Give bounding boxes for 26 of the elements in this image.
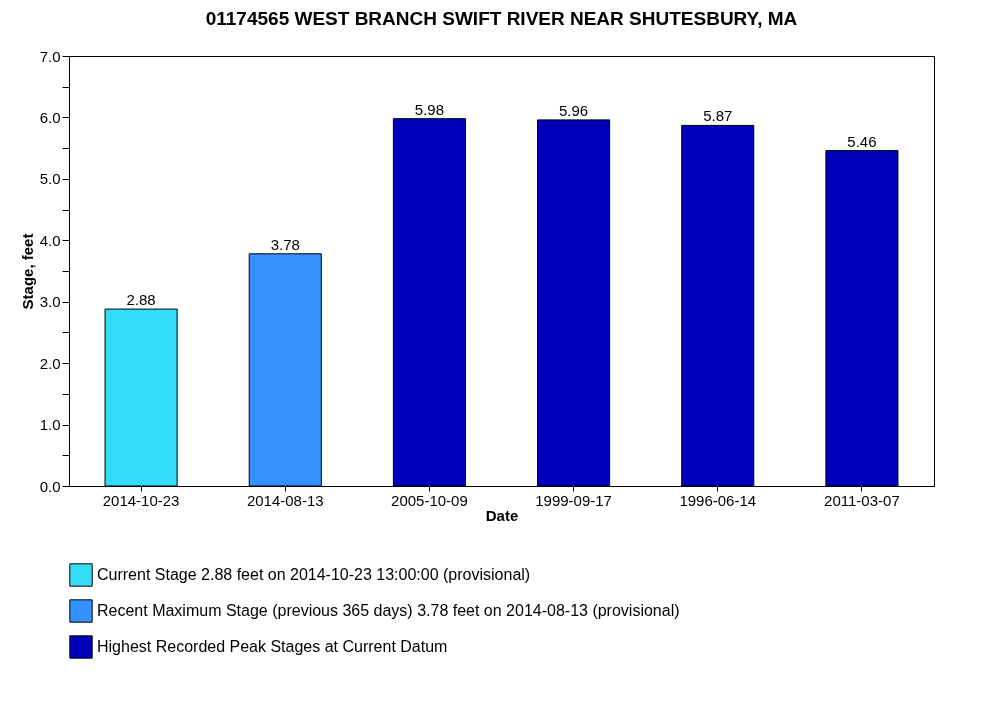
legend-label: Highest Recorded Peak Stages at Current Datum [97, 638, 448, 655]
x-tick-label: 2014-08-13 [246, 491, 324, 509]
y-tick-label: 7.0 [39, 47, 61, 65]
data-label: 5.87 [703, 107, 733, 125]
y-tick-label: 0.0 [39, 477, 61, 495]
x-tick-label: 1996-06-14 [679, 491, 757, 509]
data-label: 5.46 [847, 132, 877, 150]
y-tick-label: 4.0 [39, 231, 61, 249]
legend-label: Current Stage 2.88 feet on 2014-10-23 13:00:00 (provisional) [97, 566, 531, 583]
x-tick-label: 2005-10-09 [391, 491, 468, 509]
x-tick-label: 2011-03-07 [824, 491, 900, 509]
x-tick-label: 1999-09-17 [535, 491, 612, 509]
y-tick-label: 5.0 [39, 170, 61, 188]
y-tick-label: 3.0 [39, 293, 61, 311]
y-tick-label: 1.0 [39, 416, 61, 434]
y-tick-label: 2.0 [39, 354, 61, 372]
x-axis-title: Date [485, 506, 519, 524]
data-label: 5.96 [558, 101, 589, 119]
legend-label: Recent Maximum Stage (previous 365 days) 3.78 feet on 2014-08-13 (provisional) [97, 602, 680, 619]
y-tick-label: 6.0 [39, 108, 61, 126]
data-label: 2.88 [126, 291, 156, 309]
x-tick-label: 2014-10-23 [102, 491, 180, 509]
chart-title: 01174565 WEST BRANCH SWIFT RIVER NEAR SHUTESBURY, MA [205, 8, 798, 29]
data-label: 5.98 [414, 100, 445, 118]
y-axis-title: Stage, feet [18, 233, 36, 310]
data-label: 3.78 [270, 235, 300, 253]
